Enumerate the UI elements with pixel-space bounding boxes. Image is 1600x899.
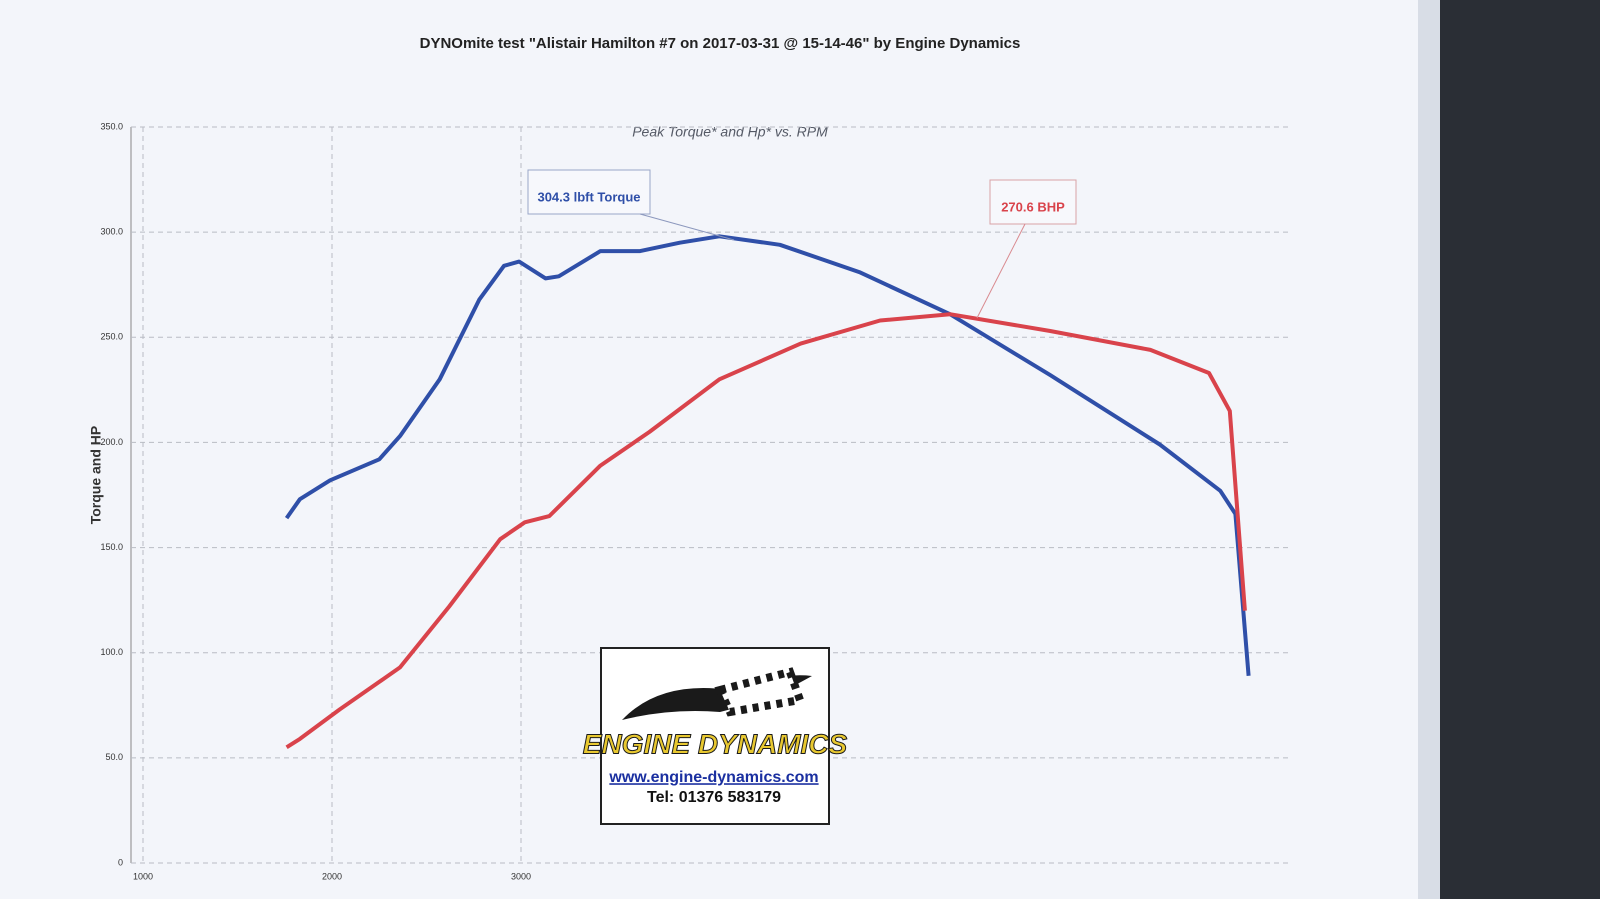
annotation-arrow bbox=[639, 213, 735, 241]
y-tick-label: 250.0 bbox=[100, 332, 123, 342]
logo-flag bbox=[714, 667, 806, 717]
y-axis-label: Torque and HP bbox=[88, 426, 104, 525]
y-tick-label: 100.0 bbox=[100, 647, 123, 657]
chart-subtitle: Peak Torque* and Hp* vs. RPM bbox=[632, 124, 828, 140]
y-tick-label: 350.0 bbox=[100, 121, 123, 131]
chart-title: DYNOmite test "Alistair Hamilton #7 on 2… bbox=[420, 35, 1021, 52]
y-tick-label: 150.0 bbox=[100, 542, 123, 552]
series-line bbox=[285, 312, 1247, 749]
logo-phone: Tel: 01376 583179 bbox=[647, 789, 781, 806]
y-tick-label: 200.0 bbox=[100, 437, 123, 447]
paper-edge bbox=[1418, 0, 1440, 899]
series-line bbox=[284, 234, 1251, 676]
x-tick-label: 1000 bbox=[133, 871, 153, 881]
plot-area: 0 50.0 100.0 150.0 200.0 250.0 300.0 350.0 1000 2… bbox=[100, 121, 1289, 881]
x-tick-label: 3000 bbox=[511, 871, 531, 881]
annotation: 270.6 BHP bbox=[1001, 199, 1065, 214]
logo-name: ENGINE DYNAMICS bbox=[583, 728, 848, 759]
y-tick-label: 300.0 bbox=[100, 227, 123, 237]
x-tick-label: 2000 bbox=[322, 871, 342, 881]
logo-url: www.engine-dynamics.com bbox=[608, 769, 818, 786]
annotation-box bbox=[527, 169, 651, 215]
y-tick-label: 50.0 bbox=[105, 752, 123, 762]
y-tick-label: 0 bbox=[118, 857, 123, 867]
annotation: 304.3 lbft Torque bbox=[537, 189, 640, 204]
annotation-box bbox=[989, 179, 1077, 225]
annotation-arrow bbox=[976, 223, 1026, 319]
